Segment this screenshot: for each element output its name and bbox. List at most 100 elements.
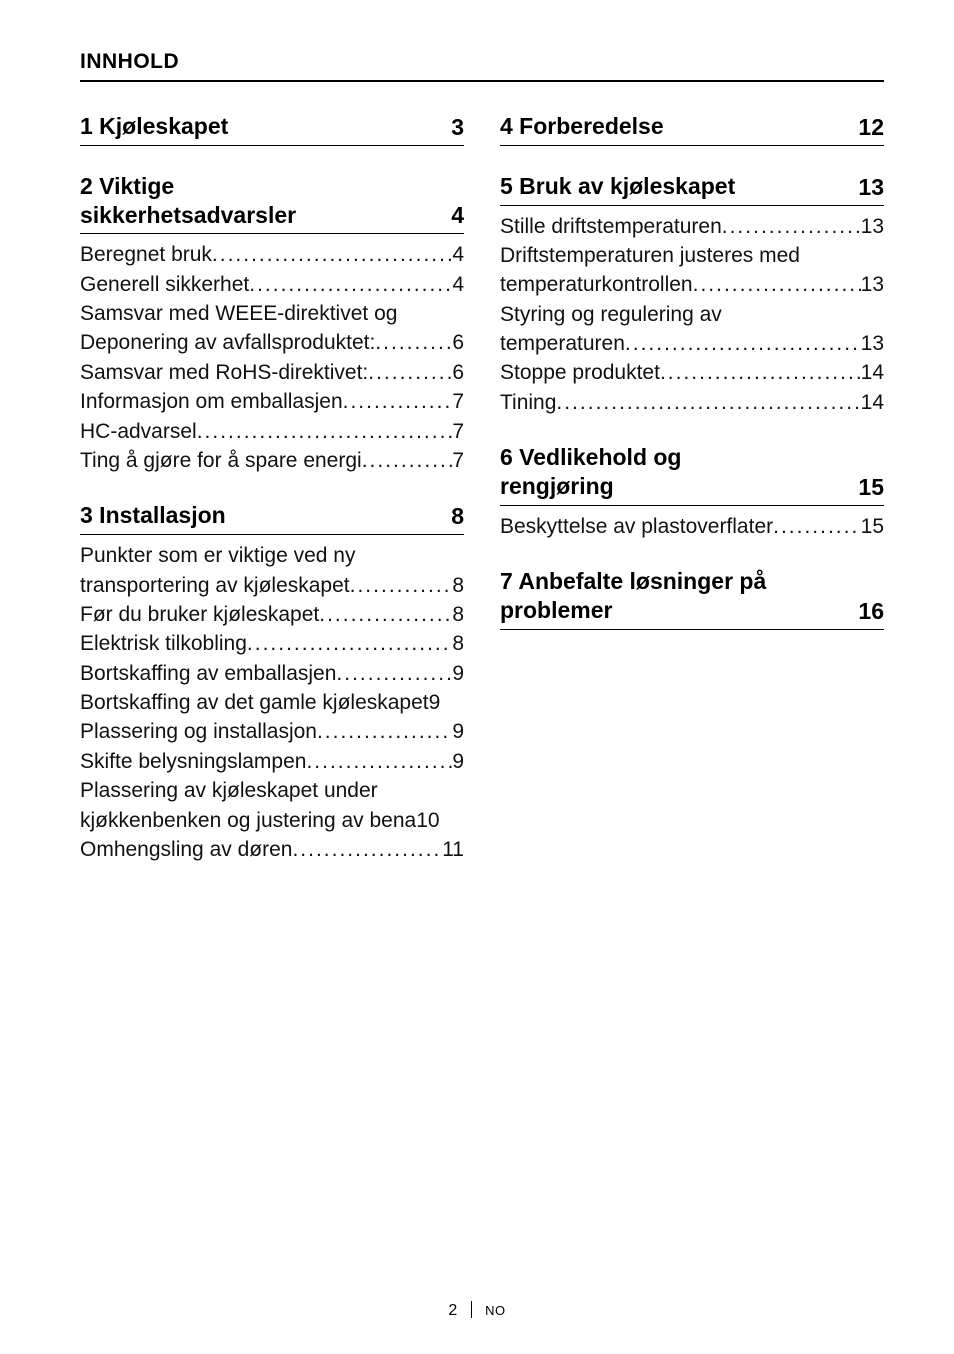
toc-entry-page: 10 [416, 806, 439, 835]
toc-entry-page: 4 [452, 240, 464, 269]
section-heading-row: 1 Kjøleskapet3 [80, 112, 464, 146]
toc-section: 1 Kjøleskapet3 [80, 112, 464, 146]
toc-leader-dots [336, 659, 452, 688]
toc-entry-page: 14 [861, 358, 884, 387]
toc-entry-label: Omhengsling av døren [80, 835, 292, 864]
page-heading: INNHOLD [80, 50, 884, 82]
toc-entry-page: 8 [452, 571, 464, 600]
section-title: 4 Forberedelse [500, 112, 664, 141]
toc-entry: Stille driftstemperaturen 13 [500, 212, 884, 241]
toc-entry-page: 7 [452, 417, 464, 446]
toc-entry-label: Beregnet bruk [80, 240, 212, 269]
toc-leader-dots [773, 512, 861, 541]
toc-entry-page: 13 [861, 270, 884, 299]
toc-entry-label: Skifte belysningslampen [80, 747, 306, 776]
toc-entry-label: Beskyttelse av plastoverflater [500, 512, 773, 541]
toc-entry-page: 9 [452, 659, 464, 688]
page-footer: 2 NO [0, 1301, 954, 1320]
toc-leader-dots [362, 446, 453, 475]
toc-leader-dots [247, 629, 452, 658]
toc-entry-label: HC-advarsel [80, 417, 197, 446]
toc-leader-dots [343, 387, 453, 416]
toc-section: 5 Bruk av kjøleskapet13Stille driftstemp… [500, 172, 884, 417]
toc-entry-page: 8 [452, 629, 464, 658]
toc-leader-dots [375, 328, 452, 357]
toc-leader-dots [197, 417, 453, 446]
toc-entry-page: 7 [452, 446, 464, 475]
toc-entry: Deponering av avfallsproduktet: 6 [80, 328, 464, 357]
toc-entry-page: 4 [452, 270, 464, 299]
section-title: 1 Kjøleskapet [80, 112, 228, 141]
toc-entry-page: 14 [861, 388, 884, 417]
toc-entry-page: 11 [442, 835, 464, 864]
toc-entry: Plassering og installasjon9 [80, 717, 464, 746]
section-heading-row: 4 Forberedelse12 [500, 112, 884, 146]
toc-entry-page: 13 [861, 329, 884, 358]
section-heading-row: 7 Anbefalte løsninger påproblemer16 [500, 567, 884, 630]
section-title: 7 Anbefalte løsninger påproblemer [500, 567, 766, 625]
toc-entry-label: Stille driftstemperaturen [500, 212, 722, 241]
toc-entry: Bortskaffing av det gamle kjøleskapet9 [80, 688, 464, 717]
toc-entry: Informasjon om emballasjen 7 [80, 387, 464, 416]
toc-entry-label: Elektrisk tilkobling [80, 629, 247, 658]
toc-leader-dots [350, 571, 453, 600]
section-heading-row: 3 Installasjon8 [80, 501, 464, 535]
section-page: 13 [858, 176, 884, 201]
toc-entry: temperaturen13 [500, 329, 884, 358]
section-page: 15 [858, 476, 884, 501]
toc-leader-dots [660, 358, 861, 387]
section-heading-row: 2 Viktigesikkerhetsadvarsler4 [80, 172, 464, 235]
toc-entry-page: 13 [861, 212, 884, 241]
section-heading-row: 6 Vedlikehold ogrengjøring 15 [500, 443, 884, 506]
toc-entry: temperaturkontrollen13 [500, 270, 884, 299]
section-title: 2 Viktigesikkerhetsadvarsler [80, 172, 296, 230]
toc-entry: Beregnet bruk 4 [80, 240, 464, 269]
toc-entry-page: 15 [861, 512, 884, 541]
toc-section: 4 Forberedelse12 [500, 112, 884, 146]
toc-leader-dots [306, 747, 452, 776]
toc-entry-label: Før du bruker kjøleskapet [80, 600, 319, 629]
toc-entry-label: Bortskaffing av emballasjen [80, 659, 336, 688]
toc-entry-label: Stoppe produktet [500, 358, 660, 387]
toc-entry-label: Samsvar med RoHS-direktivet: [80, 358, 368, 387]
toc-leader-dots [249, 270, 452, 299]
toc-entry-label: Tining [500, 388, 556, 417]
toc-entry: Bortskaffing av emballasjen 9 [80, 659, 464, 688]
toc-entry-continuation: Plassering av kjøleskapet under [80, 776, 464, 805]
column-right: 4 Forberedelse125 Bruk av kjøleskapet13S… [500, 112, 884, 890]
toc-entry: Ting å gjøre for å spare energi 7 [80, 446, 464, 475]
toc-entry-page: 6 [452, 358, 464, 387]
toc-entry-page: 9 [452, 717, 464, 746]
toc-entry-label: Bortskaffing av det gamle kjøleskapet [80, 688, 429, 717]
section-title: 6 Vedlikehold ogrengjøring [500, 443, 681, 501]
toc-entry: kjøkkenbenken og justering av bena10 [80, 806, 464, 835]
footer-language: NO [485, 1303, 506, 1318]
toc-entry-label: Deponering av avfallsproduktet: [80, 328, 375, 357]
toc-entry: HC-advarsel 7 [80, 417, 464, 446]
columns: 1 Kjøleskapet3 2 Viktigesikkerhetsadvarsl… [80, 112, 884, 890]
toc-leader-dots [368, 358, 452, 387]
toc-entry-page: 9 [452, 747, 464, 776]
section-title: 3 Installasjon [80, 501, 226, 530]
toc-entry-continuation: Samsvar med WEEE-direktivet og [80, 299, 464, 328]
toc-entry-label: transportering av kjøleskapet [80, 571, 350, 600]
toc-section: 2 Viktigesikkerhetsadvarsler4Beregnet br… [80, 172, 464, 476]
toc-entry-page: 8 [452, 600, 464, 629]
toc-entry: transportering av kjøleskapet 8 [80, 571, 464, 600]
column-left: 1 Kjøleskapet3 2 Viktigesikkerhetsadvarsl… [80, 112, 464, 890]
toc-entry-continuation: Punkter som er viktige ved ny [80, 541, 464, 570]
toc-section: 7 Anbefalte løsninger påproblemer16 [500, 567, 884, 630]
toc-leader-dots [625, 329, 861, 358]
section-title: 5 Bruk av kjøleskapet [500, 172, 735, 201]
toc-entry-label: kjøkkenbenken og justering av bena [80, 806, 416, 835]
toc-entry-continuation: Driftstemperaturen justeres med [500, 241, 884, 270]
toc-entry-page: 6 [452, 328, 464, 357]
toc-leader-dots [317, 717, 452, 746]
toc-entry: Skifte belysningslampen 9 [80, 747, 464, 776]
toc-entry: Samsvar med RoHS-direktivet: 6 [80, 358, 464, 387]
toc-entry-label: Generell sikkerhet [80, 270, 249, 299]
toc-entry: Stoppe produktet 14 [500, 358, 884, 387]
toc-entry-page: 7 [452, 387, 464, 416]
toc-entry: Generell sikkerhet 4 [80, 270, 464, 299]
toc-section: 3 Installasjon8Punkter som er viktige ve… [80, 501, 464, 864]
